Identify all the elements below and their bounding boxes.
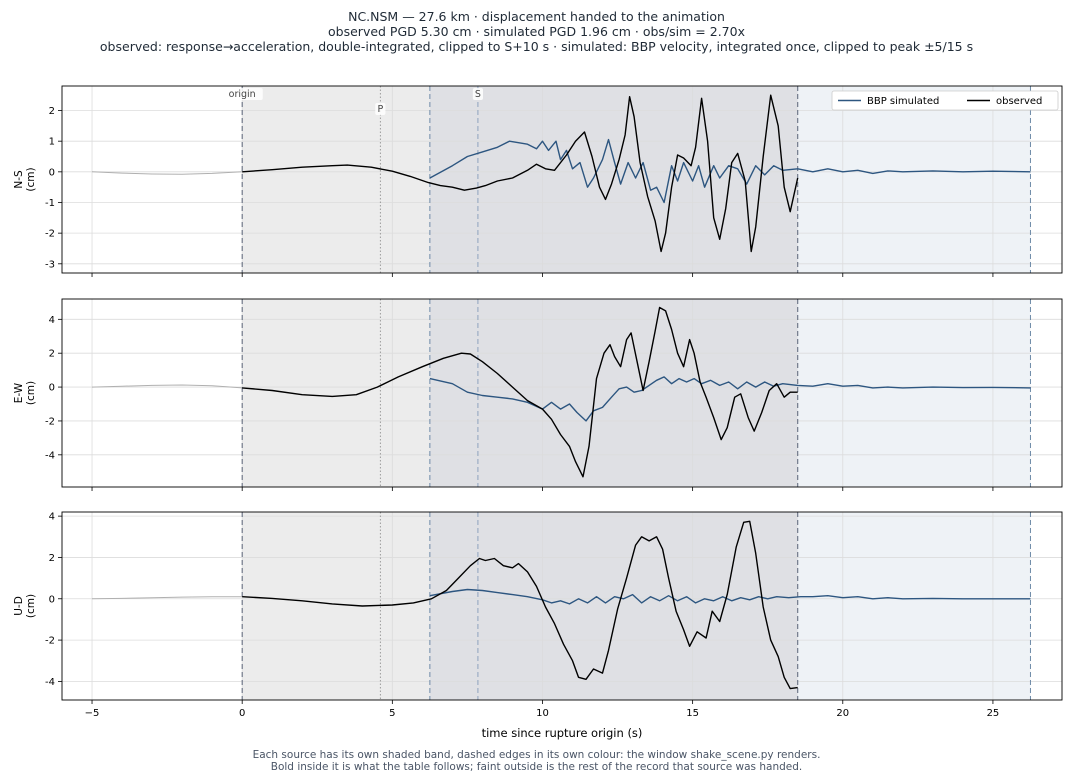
y-tick-label: 0	[49, 594, 55, 605]
chart-title-line-2: observed PGD 5.30 cm · simulated PGD 1.9…	[328, 24, 745, 39]
p-marker-label: P	[377, 104, 383, 115]
y-tick-label: 4	[49, 315, 55, 326]
x-tick-label: 15	[686, 708, 699, 719]
panel-frame	[61, 511, 1063, 701]
footer-note-line-2: Bold inside it is what the table follows…	[270, 761, 803, 773]
panel-e-w-plot-area	[62, 299, 1062, 487]
x-tick-label: 10	[536, 708, 549, 719]
panel-u-d-plot-area	[62, 512, 1062, 700]
s-marker-label-bg	[472, 88, 484, 100]
chart-canvas: -3 -2 -1 0 1 2 N-S(cm) origin P S BBP simulated obs…	[13, 85, 1063, 740]
observed-trace	[242, 520, 798, 690]
simulated-window-band	[797, 512, 1031, 700]
overlap-window-band	[429, 512, 798, 700]
x-tick-label: 20	[836, 708, 849, 719]
x-tick-label: −5	[85, 708, 100, 719]
footer-note-line-1: Each source has its own shaded band, das…	[252, 749, 821, 761]
y-axis-label: N-S(cm)	[13, 167, 37, 191]
observed-faint-trace	[91, 596, 243, 600]
x-axis-label: time since rupture origin (s)	[482, 726, 643, 740]
overlap-window-band	[429, 86, 798, 273]
observed-trace	[242, 306, 798, 478]
origin-marker-label-bg	[221, 88, 263, 100]
y-tick-label: -4	[45, 450, 55, 461]
simulated-window-band	[797, 299, 1031, 487]
legend-observed-label: observed	[996, 96, 1042, 107]
chart-title-line-1: NC.NSM — 27.6 km · displacement handed t…	[348, 9, 725, 24]
y-tick-label: 4	[49, 512, 55, 523]
observed-trace	[242, 94, 799, 253]
x-tick-label: 25	[987, 708, 1000, 719]
observed-faint-trace	[91, 384, 243, 389]
y-tick-label: 2	[49, 349, 55, 360]
s-marker-label: S	[475, 89, 481, 100]
y-tick-label: -2	[45, 229, 55, 240]
legend-simulated-label: BBP simulated	[867, 96, 939, 107]
chart-title-line-3: observed: response→acceleration, double-…	[99, 39, 974, 54]
origin-marker-label: origin	[229, 89, 256, 100]
panel-n-s-plot-area	[62, 86, 1062, 273]
x-tick-label: 0	[239, 708, 245, 719]
simulated-trace	[429, 138, 1031, 204]
y-tick-label: -2	[45, 416, 55, 427]
x-tick-label: 5	[389, 708, 395, 719]
y-tick-label: 2	[49, 106, 55, 117]
overlap-window-band	[429, 299, 798, 487]
p-marker-label-bg	[375, 103, 386, 115]
y-axis-label: E-W(cm)	[13, 381, 37, 405]
y-tick-label: 1	[49, 137, 55, 148]
y-tick-label: 0	[49, 167, 55, 178]
y-tick-label: 0	[49, 383, 55, 394]
y-tick-label: -3	[45, 259, 55, 270]
legend-frame	[831, 90, 1059, 111]
observed-faint-trace	[91, 171, 243, 175]
simulated-trace	[429, 588, 1031, 605]
y-tick-label: -4	[45, 677, 55, 688]
y-tick-label: -2	[45, 636, 55, 647]
y-tick-label: -1	[45, 198, 55, 209]
simulated-window-band	[797, 86, 1031, 273]
panel-frame	[61, 298, 1063, 488]
y-tick-label: 2	[49, 553, 55, 564]
panel-frame	[61, 85, 1063, 274]
y-axis-label: U-D(cm)	[13, 594, 37, 618]
simulated-trace	[429, 376, 1031, 422]
legend: BBP simulated observed	[831, 90, 1059, 111]
